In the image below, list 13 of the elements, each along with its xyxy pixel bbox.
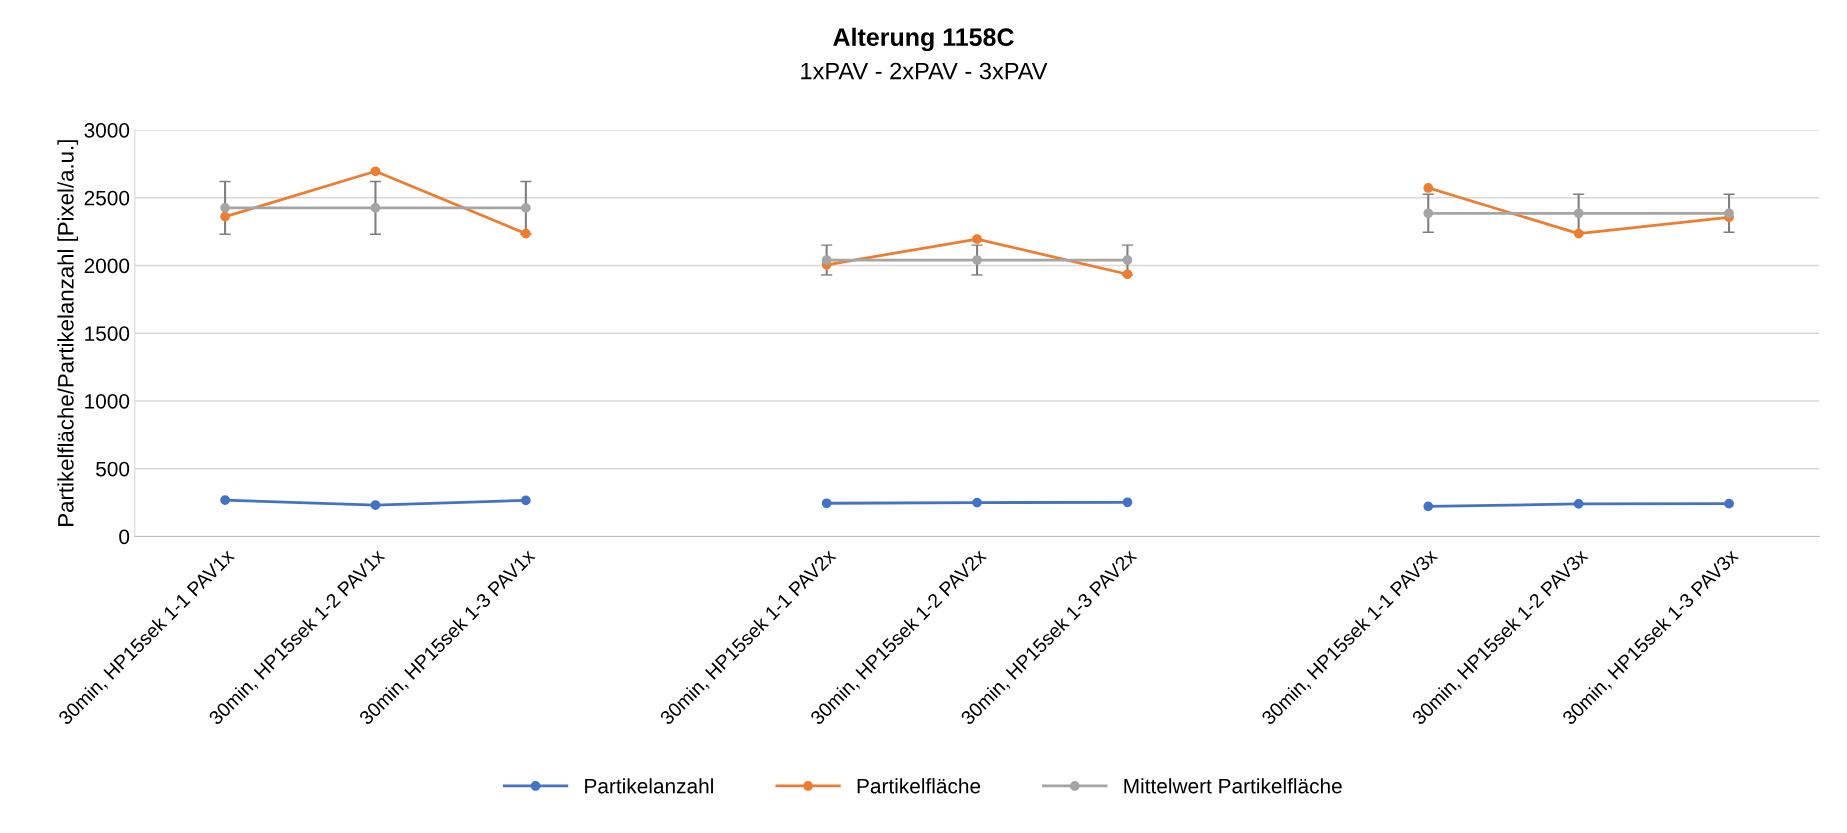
- y-tick-label: 1500: [85, 326, 130, 341]
- legend-label: Mittelwert Partikelfläche: [1124, 778, 1342, 794]
- chart-subtitle: 1xPAV - 2xPAV - 3xPAV: [801, 62, 1048, 80]
- y-tick-label: 500: [96, 461, 130, 477]
- y-tick-label: 3000: [84, 122, 130, 138]
- chart-title: Alterung 1158C: [833, 27, 1014, 52]
- legend-label: Partikelfläche: [857, 778, 981, 794]
- y-axis-title: Partikelfläche/Partikelanzahl [Pixel/a.u.]: [57, 140, 79, 526]
- y-tick-label: 0: [119, 529, 130, 545]
- y-tick-label: 2000: [84, 258, 130, 274]
- legend-label: Partikelanzahl: [585, 778, 713, 794]
- y-tick-label: 1000: [85, 393, 130, 409]
- y-tick-label: 2500: [84, 190, 130, 206]
